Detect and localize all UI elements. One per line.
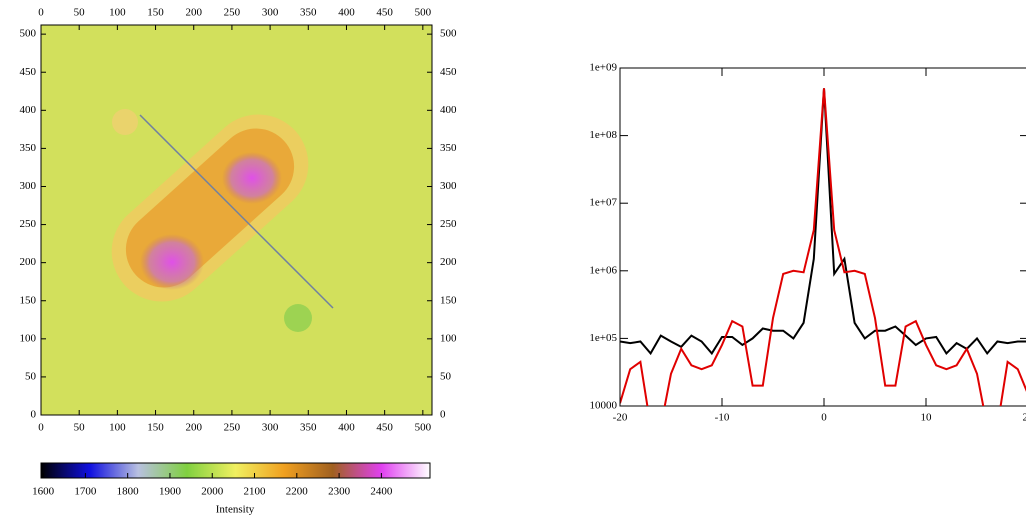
x-tick-label: 450 — [376, 422, 393, 434]
x-tick-label: 0 — [821, 412, 827, 424]
x-tick-label: 0 — [38, 7, 44, 19]
x-tick-label: 300 — [262, 7, 279, 19]
y-tick-label: 1e+06 — [589, 264, 617, 276]
hotspot — [222, 152, 282, 204]
colorbar-tick-label: 1800 — [117, 486, 140, 498]
y-tick-label: 400 — [440, 104, 457, 116]
y-tick-label: 500 — [20, 28, 37, 40]
x-tick-label: 50 — [74, 422, 86, 434]
x-tick-label: 350 — [300, 7, 317, 19]
colorbar-tick-label: 1600 — [32, 486, 55, 498]
colorbar-tick-label: 1700 — [74, 486, 97, 498]
x-tick-label: 150 — [147, 422, 164, 434]
x-tick-label: 250 — [224, 7, 241, 19]
y-tick-label: 50 — [440, 370, 452, 382]
x-tick-label: 150 — [147, 7, 164, 19]
y-tick-label: 300 — [20, 180, 37, 192]
y-tick-label: 300 — [440, 180, 457, 192]
image — [41, 25, 432, 415]
colorbar-label: Intensity — [216, 504, 255, 516]
x-tick-label: 500 — [415, 7, 432, 19]
x-tick-label: 20 — [1023, 412, 1026, 424]
y-tick-label: 10000 — [590, 400, 618, 412]
y-tick-label: 150 — [440, 294, 457, 306]
series-line — [620, 88, 1026, 356]
colorbar-tick-label: 2300 — [328, 486, 351, 498]
x-tick-label: 350 — [300, 422, 317, 434]
colorbar — [40, 462, 431, 479]
y-tick-label: 500 — [440, 28, 457, 40]
y-tick-label: 450 — [20, 66, 37, 78]
x-tick-label: 200 — [185, 422, 202, 434]
y-tick-label: 150 — [20, 294, 37, 306]
y-tick-label: 0 — [31, 409, 37, 421]
y-tick-label: 250 — [20, 218, 37, 230]
x-tick-label: 450 — [376, 7, 393, 19]
x-tick-label: 500 — [415, 422, 432, 434]
y-tick-label: 1e+08 — [589, 129, 617, 141]
plot-frame — [619, 67, 1026, 407]
y-tick-label: 350 — [440, 142, 457, 154]
y-tick-label: 450 — [440, 66, 457, 78]
x-tick-label: 300 — [262, 422, 279, 434]
spot — [284, 304, 312, 332]
x-tick-label: -20 — [613, 412, 628, 424]
y-tick-label: 1e+05 — [589, 332, 617, 344]
y-tick-label: 50 — [25, 370, 37, 382]
x-tick-label: 100 — [109, 7, 126, 19]
x-tick-label: 250 — [224, 422, 241, 434]
y-tick-label: 0 — [440, 409, 446, 421]
x-tick-label: 0 — [38, 422, 44, 434]
series-line — [620, 88, 1026, 406]
spot — [112, 109, 138, 135]
colorbar-tick-label: 2000 — [201, 486, 224, 498]
y-tick-label: 400 — [20, 104, 37, 116]
x-tick-label: -10 — [715, 412, 730, 424]
hotspot — [140, 234, 204, 290]
colorbar-tick-label: 2100 — [244, 486, 267, 498]
y-tick-label: 1e+09 — [589, 62, 617, 74]
y-tick-label: 350 — [20, 142, 37, 154]
diagonal — [139, 114, 334, 309]
y-tick-label: 200 — [440, 256, 457, 268]
colorbar-tick-label: 2400 — [370, 486, 393, 498]
y-tick-label: 200 — [20, 256, 37, 268]
lines — [620, 88, 1026, 406]
image-frame — [40, 24, 433, 416]
x-tick-label: 200 — [185, 7, 202, 19]
colorbar-tick-label: 2200 — [286, 486, 309, 498]
y-tick-label: 250 — [440, 218, 457, 230]
y-tick-label: 100 — [20, 332, 37, 344]
colorbar-tick-label: 1900 — [159, 486, 182, 498]
y-tick-label: 100 — [440, 332, 457, 344]
x-tick-label: 50 — [74, 7, 86, 19]
x-tick-label: 10 — [921, 412, 933, 424]
x-tick-label: 100 — [109, 422, 126, 434]
y-tick-label: 1e+07 — [589, 197, 617, 209]
x-tick-label: 400 — [338, 7, 355, 19]
x-tick-label: 400 — [338, 422, 355, 434]
